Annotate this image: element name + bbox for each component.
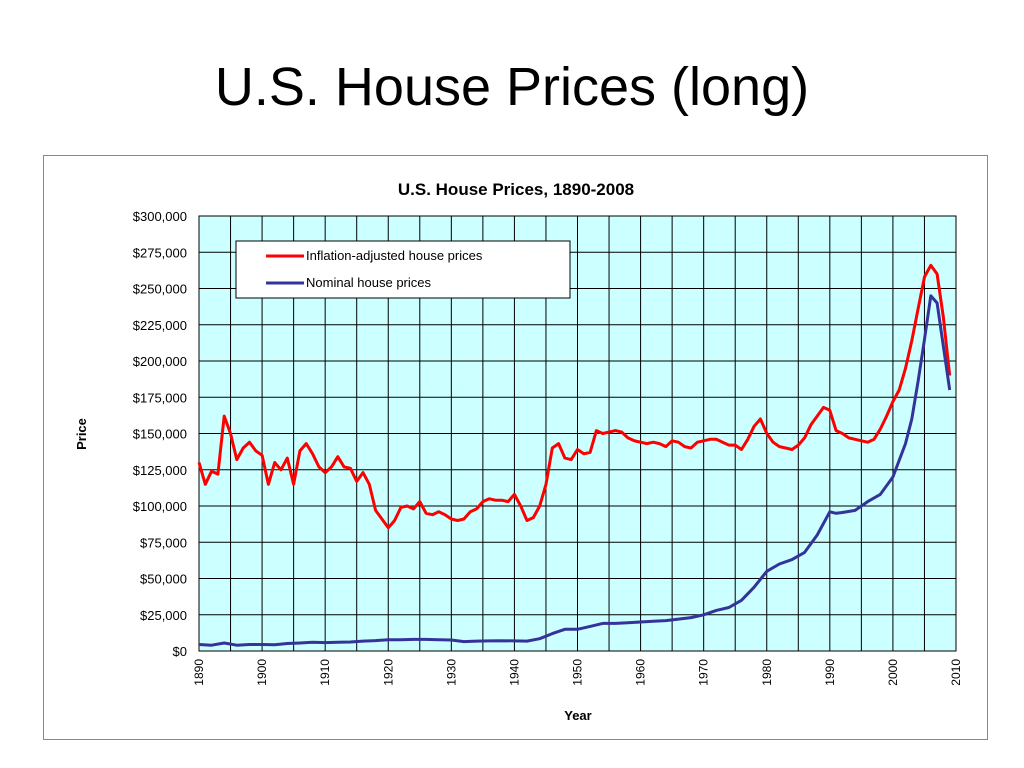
legend: Inflation-adjusted house prices Nominal … xyxy=(235,240,571,299)
chart-frame: U.S. House Prices, 1890-2008 $0 $25,000 $5… xyxy=(43,155,988,740)
slide-title: U.S. House Prices (long) xyxy=(214,57,810,117)
y-tick-label: $225,000 xyxy=(133,318,187,333)
y-tick-label: $125,000 xyxy=(133,463,187,478)
x-tick-label: 1920 xyxy=(381,659,395,686)
y-tick-label: $100,000 xyxy=(133,499,187,514)
x-tick-label: 1970 xyxy=(697,659,711,686)
x-tick-label: 1900 xyxy=(255,659,269,686)
y-tick-labels: $0 $25,000 $50,000 $75,000 $100,000 $125,000 $… xyxy=(133,209,187,659)
y-tick-label: $300,000 xyxy=(133,209,187,224)
x-axis-label: Year xyxy=(564,708,591,723)
y-tick-label: $0 xyxy=(173,644,187,659)
inflation-adjusted-line xyxy=(197,263,952,530)
x-tick-labels: 1890 1900 1910 1920 1930 1940 1950 1960 1970 1980… xyxy=(192,659,963,686)
x-tick-label: 1990 xyxy=(823,659,837,686)
legend-box xyxy=(235,240,571,299)
series-lines xyxy=(197,263,952,647)
chart-title: U.S. House Prices, 1890-2008 xyxy=(398,180,634,199)
y-tick-label: $75,000 xyxy=(140,535,187,550)
y-tick-label: $25,000 xyxy=(140,608,187,623)
nominal-line xyxy=(198,294,952,647)
x-tick-label: 1950 xyxy=(571,659,585,686)
x-tick-label: 1910 xyxy=(318,659,332,686)
y-tick-label: $150,000 xyxy=(133,427,187,442)
x-tick-label: 1930 xyxy=(444,659,458,686)
x-tick-label: 1980 xyxy=(760,659,774,686)
y-axis-label: Price xyxy=(74,418,89,450)
x-tick-label: 1890 xyxy=(192,659,206,686)
x-tick-label: 1940 xyxy=(507,659,521,686)
x-tick-label: 2000 xyxy=(886,659,900,686)
x-tick-label: 1960 xyxy=(634,659,648,686)
legend-label-inflation-adjusted: Inflation-adjusted house prices xyxy=(306,248,483,263)
legend-label-nominal: Nominal house prices xyxy=(306,275,432,290)
y-tick-label: $50,000 xyxy=(140,572,187,587)
y-tick-label: $175,000 xyxy=(133,390,187,405)
x-tick-label: 2010 xyxy=(949,659,963,686)
y-tick-label: $250,000 xyxy=(133,282,187,297)
y-tick-label: $200,000 xyxy=(133,354,187,369)
y-tick-label: $275,000 xyxy=(133,245,187,260)
chart-svg: U.S. House Prices, 1890-2008 $0 $25,000 $5… xyxy=(74,180,963,723)
